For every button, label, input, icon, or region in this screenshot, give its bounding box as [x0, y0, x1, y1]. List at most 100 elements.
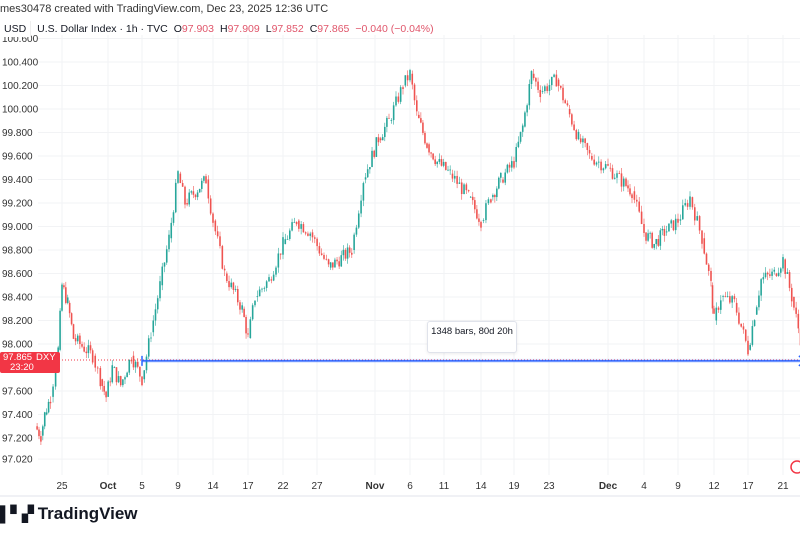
time-tick-label: 9: [675, 481, 681, 492]
candle: [758, 295, 760, 308]
candle: [453, 175, 456, 179]
candle: [79, 335, 81, 345]
candle: [154, 309, 157, 321]
candle: [126, 372, 128, 378]
candle: [550, 76, 553, 86]
candle: [411, 73, 414, 85]
candle: [492, 195, 494, 198]
candle: [597, 161, 600, 163]
time-tick-label: 25: [56, 481, 68, 492]
candle: [670, 220, 672, 224]
candle: [568, 109, 571, 115]
candle: [302, 224, 305, 233]
candle: [314, 237, 316, 239]
candle: [724, 296, 727, 297]
candle: [560, 85, 562, 88]
candle: [124, 377, 126, 380]
candle: [588, 150, 591, 154]
candle: [674, 218, 677, 231]
candle: [277, 253, 280, 268]
candle: [375, 137, 378, 157]
candle: [764, 272, 767, 278]
candle: [170, 222, 173, 239]
candle: [85, 351, 88, 354]
candle: [165, 249, 168, 263]
candle: [682, 205, 684, 220]
candle: [566, 103, 569, 106]
candle: [270, 279, 273, 281]
candle: [526, 105, 528, 113]
candle: [371, 150, 373, 168]
candle: [573, 124, 575, 131]
flag-icon[interactable]: [790, 460, 800, 474]
measure-tool[interactable]: [141, 355, 800, 367]
candle: [679, 219, 682, 221]
currency-label: USD: [0, 21, 32, 37]
candle: [263, 287, 266, 289]
time-tick-label: 21: [777, 481, 789, 492]
candle: [502, 179, 504, 183]
candle: [657, 239, 660, 246]
time-tick-label: 23: [543, 481, 555, 492]
price-tick-label: 97.400: [2, 410, 33, 421]
candle: [216, 231, 219, 237]
candle: [344, 249, 347, 259]
candle: [122, 379, 124, 386]
candle: [640, 211, 643, 225]
candle: [672, 220, 675, 231]
candle: [773, 269, 776, 272]
candle: [234, 289, 237, 290]
candle: [366, 169, 369, 178]
candle: [744, 329, 747, 341]
candle: [245, 316, 247, 334]
candle: [327, 259, 330, 265]
price-chart[interactable]: 100.600 100.400 100.200 100.000 99.800 99.600…: [0, 0, 800, 500]
candle: [426, 143, 428, 148]
candle: [636, 199, 638, 202]
tradingview-logo[interactable]: ▌▘▞ TradingView: [0, 504, 138, 524]
candle: [397, 96, 400, 102]
candle: [586, 143, 589, 151]
time-tick-label: Nov: [366, 481, 385, 492]
candle: [52, 386, 54, 397]
candle: [696, 216, 698, 221]
time-tick-label: 11: [439, 481, 450, 492]
candle: [150, 337, 152, 339]
bar-countdown: 23:20: [10, 362, 34, 373]
candle: [582, 138, 584, 143]
candle: [329, 262, 332, 268]
candle: [420, 118, 422, 123]
candle: [691, 197, 694, 208]
candle: [795, 307, 797, 314]
candle: [223, 268, 226, 271]
candle: [430, 152, 432, 154]
candle: [402, 87, 404, 90]
candle: [390, 120, 393, 121]
tradingview-logo-icon: ▌▘▞: [0, 506, 34, 523]
candle: [209, 198, 212, 214]
candle: [40, 436, 42, 442]
symbol-legend: USD U.S. Dollar Index · 1h · TVC O97.903…: [0, 21, 434, 37]
candle: [720, 300, 722, 310]
candle: [369, 167, 371, 170]
symbol-title[interactable]: U.S. Dollar Index · 1h · TVC: [37, 23, 168, 35]
candle: [318, 246, 321, 254]
candle: [99, 368, 102, 387]
candle: [604, 164, 607, 169]
candle: [342, 249, 345, 256]
candle: [620, 173, 623, 187]
candle: [653, 243, 655, 248]
candle: [355, 227, 358, 235]
candle: [87, 345, 90, 354]
candle: [83, 346, 85, 352]
candle: [485, 203, 487, 221]
candle: [532, 73, 535, 79]
candle: [161, 266, 164, 286]
candle: [562, 87, 564, 101]
candle: [445, 161, 447, 170]
candle: [458, 182, 461, 184]
candle: [780, 268, 782, 273]
candle: [490, 199, 492, 203]
candle: [357, 213, 360, 228]
time-tick-label: 14: [207, 481, 219, 492]
